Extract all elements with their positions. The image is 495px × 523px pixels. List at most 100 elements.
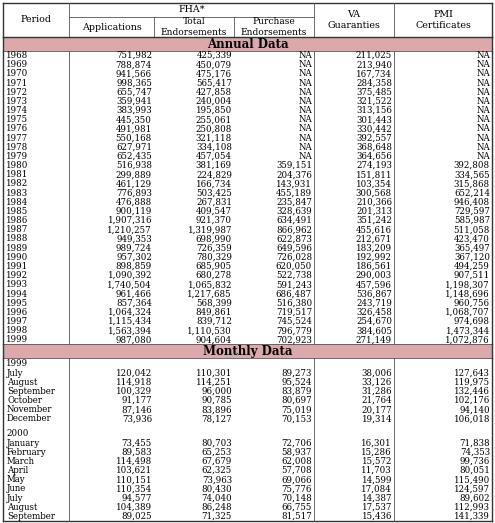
- Text: 457,596: 457,596: [356, 280, 392, 289]
- Text: June: June: [7, 484, 26, 493]
- Text: 143,931: 143,931: [276, 179, 312, 188]
- Text: 941,566: 941,566: [116, 70, 152, 78]
- Text: 115,490: 115,490: [454, 475, 490, 484]
- Text: 1989: 1989: [6, 244, 28, 253]
- Text: 274,193: 274,193: [356, 161, 392, 170]
- Text: 235,847: 235,847: [276, 198, 312, 207]
- Bar: [3, 60, 492, 70]
- Text: NA: NA: [476, 143, 490, 152]
- Bar: [3, 106, 492, 115]
- Bar: [3, 396, 492, 405]
- Text: 83,896: 83,896: [201, 405, 232, 414]
- Text: 392,557: 392,557: [356, 133, 392, 143]
- Text: 1978: 1978: [6, 143, 28, 152]
- Text: 106,018: 106,018: [453, 414, 490, 424]
- Text: 87,146: 87,146: [121, 405, 152, 414]
- Text: 957,302: 957,302: [116, 253, 152, 262]
- Text: 14,387: 14,387: [361, 494, 392, 503]
- Text: NA: NA: [476, 70, 490, 78]
- Text: 961,466: 961,466: [116, 290, 152, 299]
- Text: NA: NA: [476, 51, 490, 60]
- Text: 211,025: 211,025: [356, 51, 392, 60]
- Text: 503,425: 503,425: [196, 189, 232, 198]
- Text: 91,177: 91,177: [121, 396, 152, 405]
- Text: 1970: 1970: [6, 70, 28, 78]
- Text: 326,458: 326,458: [356, 308, 392, 317]
- Text: 866,962: 866,962: [276, 225, 312, 234]
- Text: NA: NA: [476, 88, 490, 97]
- Bar: [3, 289, 492, 299]
- Text: 132,446: 132,446: [454, 387, 490, 396]
- Bar: [3, 152, 492, 161]
- Bar: [3, 244, 492, 253]
- Text: 96,000: 96,000: [201, 387, 232, 396]
- Text: NA: NA: [298, 60, 312, 69]
- Bar: [3, 378, 492, 387]
- Text: 120,042: 120,042: [116, 369, 152, 378]
- Text: 359,941: 359,941: [116, 97, 152, 106]
- Text: 1984: 1984: [6, 198, 28, 207]
- Text: 254,670: 254,670: [356, 317, 392, 326]
- Text: 11,703: 11,703: [361, 466, 392, 475]
- Text: July: July: [7, 494, 23, 503]
- Text: 89,602: 89,602: [459, 494, 490, 503]
- Text: 726,028: 726,028: [276, 253, 312, 262]
- Text: 99,736: 99,736: [460, 457, 490, 466]
- Text: NA: NA: [298, 115, 312, 124]
- Text: September: September: [7, 387, 55, 396]
- Bar: [3, 475, 492, 484]
- Text: 243,719: 243,719: [356, 299, 392, 308]
- Bar: [3, 97, 492, 106]
- Text: 1973: 1973: [6, 97, 28, 106]
- Text: NA: NA: [298, 133, 312, 143]
- Text: 300,568: 300,568: [356, 189, 392, 198]
- Text: 1,064,324: 1,064,324: [107, 308, 152, 317]
- Text: 334,108: 334,108: [196, 143, 232, 152]
- Text: 70,153: 70,153: [282, 414, 312, 424]
- Text: NA: NA: [298, 124, 312, 133]
- Text: 74,040: 74,040: [201, 494, 232, 503]
- Text: 38,006: 38,006: [361, 369, 392, 378]
- Text: 103,354: 103,354: [356, 179, 392, 188]
- Text: 80,430: 80,430: [201, 484, 232, 493]
- Text: 1,148,696: 1,148,696: [446, 290, 490, 299]
- Text: 141,339: 141,339: [454, 512, 490, 521]
- Text: 114,251: 114,251: [196, 378, 232, 386]
- Bar: [3, 428, 492, 438]
- Text: 1,740,504: 1,740,504: [107, 280, 152, 289]
- Text: 1969: 1969: [6, 60, 28, 69]
- Text: 1,090,392: 1,090,392: [107, 271, 152, 280]
- Text: 898,859: 898,859: [116, 262, 152, 271]
- Text: 1988: 1988: [6, 234, 28, 244]
- Text: 1,065,832: 1,065,832: [188, 280, 232, 289]
- Bar: [3, 179, 492, 189]
- Text: 427,858: 427,858: [196, 88, 232, 97]
- Text: 455,189: 455,189: [276, 189, 312, 198]
- Text: 73,455: 73,455: [122, 439, 152, 448]
- Text: September: September: [7, 512, 55, 521]
- Bar: [3, 88, 492, 97]
- Bar: [3, 335, 492, 345]
- Text: 74,353: 74,353: [460, 448, 490, 457]
- Text: 65,253: 65,253: [202, 448, 232, 457]
- Text: 475,176: 475,176: [196, 70, 232, 78]
- Text: 224,829: 224,829: [196, 170, 232, 179]
- Text: 1972: 1972: [6, 88, 28, 97]
- Text: 62,325: 62,325: [202, 466, 232, 475]
- Text: 1999: 1999: [6, 359, 28, 368]
- Bar: [3, 438, 492, 448]
- Text: Applications: Applications: [82, 22, 142, 31]
- Text: 2000: 2000: [6, 429, 28, 438]
- Text: May: May: [7, 475, 26, 484]
- Bar: [3, 3, 492, 37]
- Bar: [3, 405, 492, 414]
- Text: 321,522: 321,522: [356, 97, 392, 106]
- Text: 73,963: 73,963: [202, 475, 232, 484]
- Text: August: August: [7, 503, 38, 511]
- Text: February: February: [7, 448, 47, 457]
- Text: 457,054: 457,054: [196, 152, 232, 161]
- Text: 94,577: 94,577: [122, 494, 152, 503]
- Text: VA
Guaranties: VA Guaranties: [328, 10, 381, 30]
- Text: 686,487: 686,487: [276, 290, 312, 299]
- Text: 1,198,307: 1,198,307: [446, 280, 490, 289]
